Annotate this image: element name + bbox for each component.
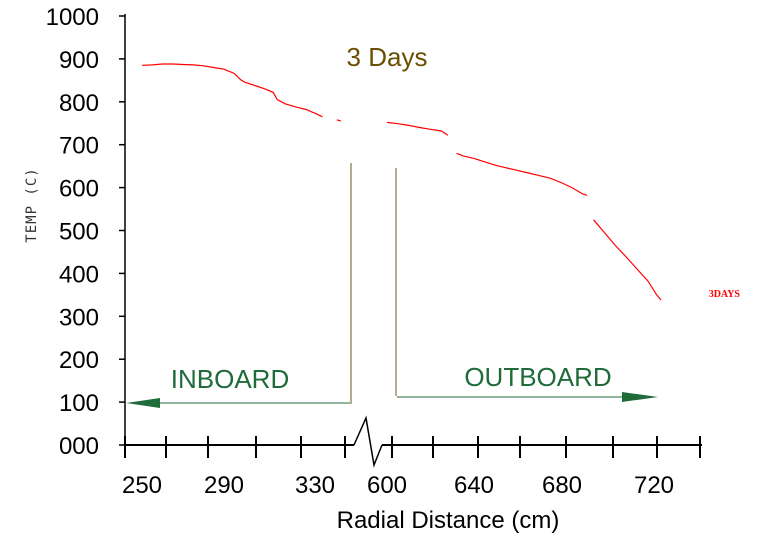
x-axis-title: Radial Distance (cm) [337,507,560,534]
outboard-arrow-head [622,392,658,402]
y-tick-label: 400 [59,261,99,288]
x-tick-label: 680 [542,472,582,499]
x-tick-label: 330 [295,472,335,499]
y-tick-label: 1000 [46,4,99,31]
y-tick-label: 700 [59,133,99,160]
x-tick-label: 250 [122,472,162,499]
x-tick-label: 720 [634,472,674,499]
series-line-segment [456,152,588,196]
series-line-segment [336,119,342,122]
series-line-segment [141,63,323,118]
x-tick-label: 290 [204,472,244,499]
y-axis-title: TEMP (C) [24,167,40,242]
annotation-layer: INBOARD OUTBOARD [126,163,658,408]
chart-title: 3 Days [347,42,428,72]
outboard-label: OUTBOARD [464,362,611,392]
axis-layer: 000 100 200 300 400 500 600 700 800 900 1000 250 290… [46,4,702,499]
y-tick-label: 200 [59,347,99,374]
series-label: 3DAYS [709,289,741,300]
axis-break-mark [353,415,383,468]
series-layer: 3DAYS [141,63,741,301]
inboard-arrow-head [126,398,160,408]
y-tick-label: 600 [59,176,99,203]
series-line-segment [386,121,449,136]
y-tick-label: 900 [59,47,99,74]
y-tick-label: 800 [59,90,99,117]
x-tick-label: 640 [454,472,494,499]
y-tick-label: 000 [59,433,99,460]
y-tick-label: 100 [59,390,99,417]
inboard-label: INBOARD [171,364,289,394]
x-tick-label: 600 [367,472,407,499]
y-tick-label: 300 [59,304,99,331]
series-line-segment [593,219,662,301]
y-tick-label: 500 [59,219,99,246]
